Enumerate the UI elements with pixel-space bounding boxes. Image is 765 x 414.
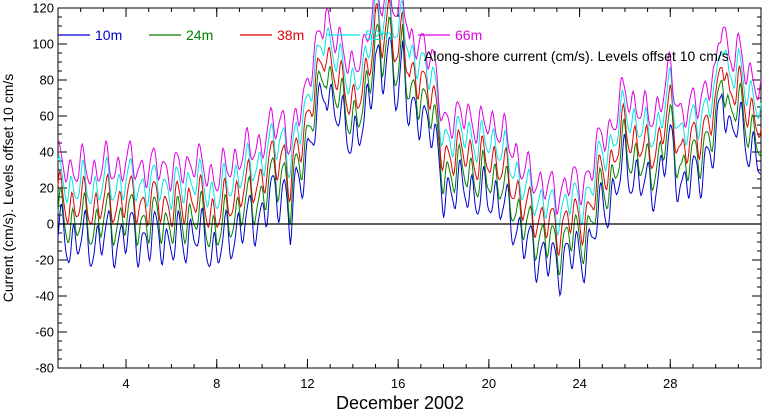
- y-tick-label: -40: [35, 289, 54, 304]
- y-tick-label: 100: [32, 37, 54, 52]
- y-axis-ticks: -80 -60 -40 -20 0 20 40 60 80 100 120: [32, 1, 761, 376]
- series-line-38m: [57, 0, 762, 257]
- y-tick-label: 120: [32, 1, 54, 16]
- series-line-52m: [57, 0, 762, 237]
- x-tick-label: 4: [122, 376, 129, 391]
- legend: 10m 24m 38m 52m 66m: [58, 27, 482, 43]
- series-line-24m: [57, 16, 762, 276]
- series-line-10m: [57, 36, 762, 298]
- x-tick-label: 12: [300, 376, 314, 391]
- legend-label-38m: 38m: [277, 27, 304, 43]
- legend-label-10m: 10m: [95, 27, 122, 43]
- x-axis-ticks: 4 8 12 16 20 24 28: [122, 8, 678, 391]
- y-tick-label: 0: [47, 217, 54, 232]
- legend-label-52m: 52m: [365, 27, 392, 43]
- x-tick-label: 20: [482, 376, 496, 391]
- y-tick-label: 80: [40, 73, 54, 88]
- x-tick-label: 24: [572, 376, 586, 391]
- y-tick-label: 20: [40, 181, 54, 196]
- x-tick-label: 8: [213, 376, 220, 391]
- y-axis-title: Current (cm/s). Levels offset 10 cm/s: [0, 74, 16, 302]
- y-tick-label: 60: [40, 109, 54, 124]
- chart-annotation: Along-shore current (cm/s). Levels offse…: [424, 48, 729, 64]
- x-axis-title: December 2002: [336, 393, 464, 413]
- y-tick-label: 40: [40, 145, 54, 160]
- x-tick-label: 16: [391, 376, 405, 391]
- y-tick-label: -20: [35, 253, 54, 268]
- y-tick-label: -60: [35, 325, 54, 340]
- legend-label-66m: 66m: [455, 27, 482, 43]
- series-layer: [57, 0, 762, 298]
- x-tick-label: 28: [663, 376, 677, 391]
- y-tick-label: -80: [35, 361, 54, 376]
- series-line-66m: [57, 0, 762, 215]
- legend-label-24m: 24m: [186, 27, 213, 43]
